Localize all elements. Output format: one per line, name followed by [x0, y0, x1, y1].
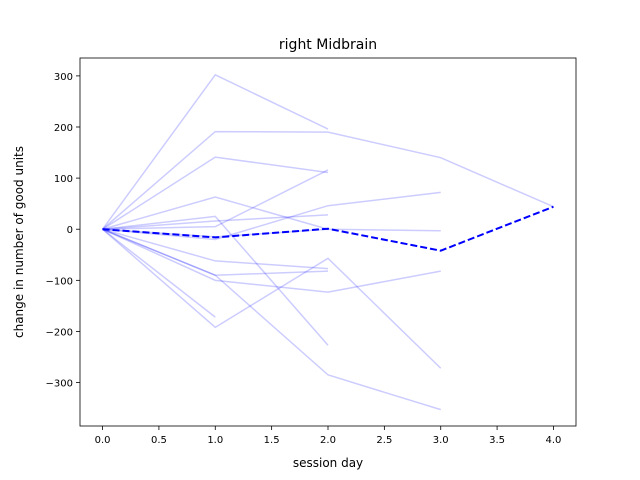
series-line-2 [102, 130, 554, 230]
x-tick-label: 2.5 [376, 435, 392, 446]
data-lines [101, 73, 554, 411]
x-tick-label: 0.5 [151, 435, 167, 446]
x-axis-label: session day [293, 456, 363, 470]
x-tick-label: 3.5 [489, 435, 505, 446]
y-tick-label: −300 [46, 379, 73, 390]
mean-line [102, 205, 554, 252]
y-tick-label: 300 [54, 72, 73, 83]
series-line-15 [102, 228, 441, 411]
series-line-5 [102, 169, 329, 230]
series-line-10 [102, 228, 329, 270]
y-tick-label: 200 [54, 123, 73, 134]
series-line-11 [102, 228, 329, 276]
chart-title: right Midbrain [279, 37, 377, 53]
x-tick-label: 1.0 [207, 435, 223, 446]
series-line-3 [102, 156, 329, 230]
x-tick-label: 1.5 [264, 435, 280, 446]
x-tick-label: 3.0 [433, 435, 449, 446]
y-tick-label: −100 [46, 276, 73, 287]
series-line-14 [102, 228, 442, 369]
x-tick-label: 2.0 [320, 435, 336, 446]
y-tick-label: 100 [54, 174, 73, 185]
series-line-8 [102, 191, 441, 241]
x-tick-label: 4.0 [546, 435, 562, 446]
series-line-4 [102, 196, 329, 230]
y-tick-label: 0 [67, 225, 73, 236]
series-line-6 [102, 214, 329, 230]
x-axis-ticks: 0.0 0.5 1.0 1.5 2.0 2.5 3.0 3.5 4.0 [95, 426, 562, 446]
series-line-13 [102, 228, 216, 318]
y-tick-label: −200 [46, 327, 73, 338]
y-axis-label: change in number of good units [12, 146, 26, 338]
series-line-12 [102, 228, 441, 293]
y-axis-ticks: −300 −200 −100 0 100 200 300 [46, 72, 80, 390]
series-line-7 [102, 215, 329, 346]
x-tick-label: 0.0 [95, 435, 111, 446]
series-line-1 [101, 73, 329, 230]
